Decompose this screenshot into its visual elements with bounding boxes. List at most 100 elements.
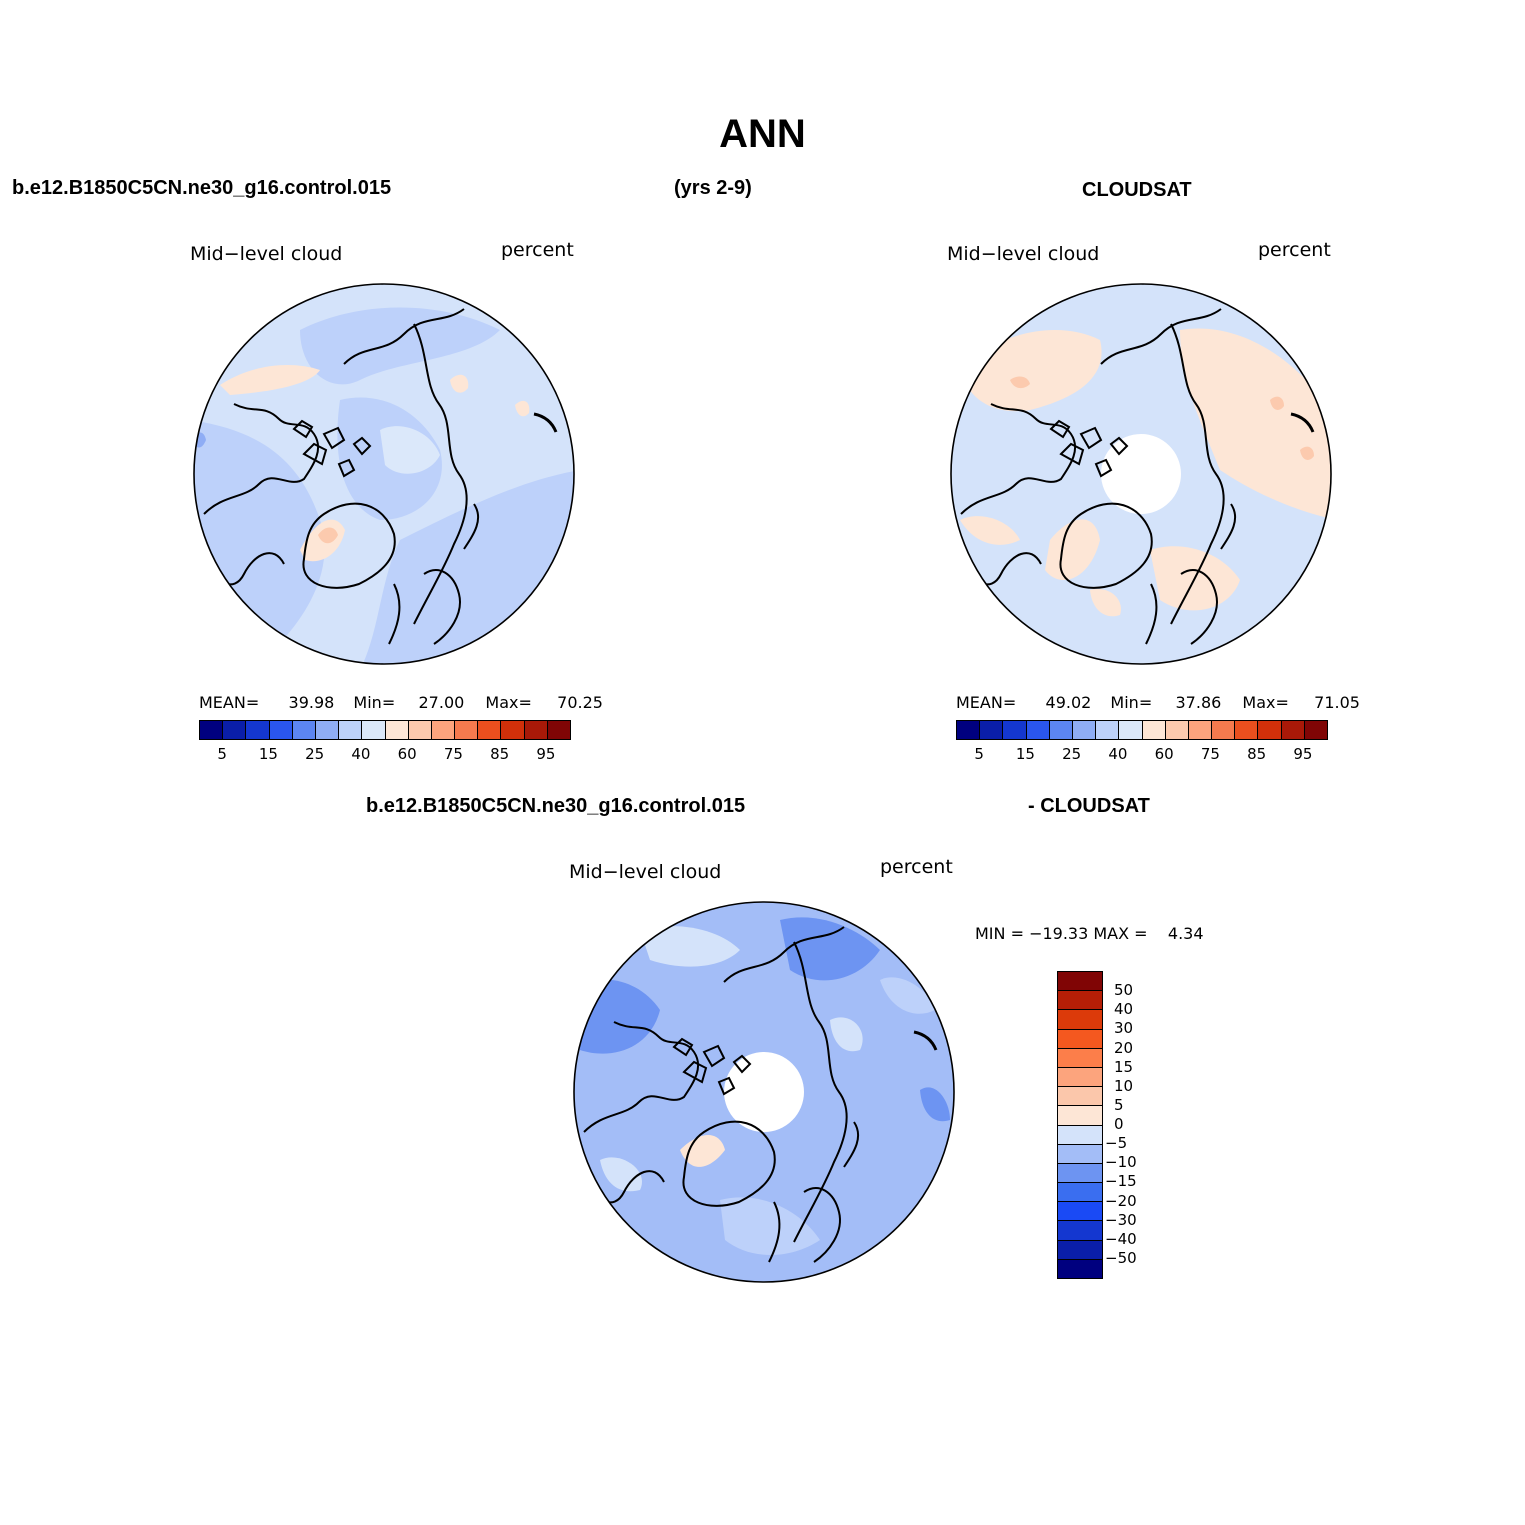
obs-min-value: 37.86 [1175,693,1222,712]
diff-variable-label: Mid−level cloud [569,861,722,883]
obs-colorbar-swatch [957,721,981,739]
model-min-label: Min= [353,693,396,712]
diff-colorbar-swatch [1058,1182,1102,1202]
model-colorbar-tick-label: 85 [490,745,510,763]
model-colorbar-swatch [524,721,548,739]
model-colorbar-swatch [362,721,386,739]
model-colorbar-swatch [385,721,409,739]
diff-map [573,901,955,1283]
model-colorbar-swatch [478,721,502,739]
model-mean-value: 39.98 [288,693,335,712]
model-colorbar-swatch [315,721,340,739]
diff-units-label: percent [880,856,953,878]
model-colorbar-swatch [455,721,479,739]
obs-variable-label: Mid−level cloud [947,243,1100,265]
model-stats: MEAN= 39.98 Min= 27.00 Max= 70.25 [199,693,603,712]
diff-colorbar-tick-label: 50 [1114,981,1134,1000]
diff-colorbar-swatch [1058,1066,1102,1087]
model-colorbar-tick-label: 40 [351,745,371,763]
obs-map [950,283,1332,665]
model-colorbar-swatch [408,721,432,739]
diff-colorbar-swatch [1058,1009,1102,1029]
obs-colorbar-tick-label: 75 [1200,745,1220,763]
diff-colorbar-swatch [1058,1201,1102,1221]
obs-colorbar-swatch [980,721,1004,739]
diff-obs-label: - CLOUDSAT [1028,795,1150,817]
diff-colorbar-tick-label: −20 [1105,1191,1137,1210]
obs-colorbar-swatch [1304,721,1327,739]
diff-colorbar-tick-label: 15 [1114,1057,1134,1076]
model-colorbar-swatch [339,721,363,739]
page-title: ANN [719,112,806,156]
obs-colorbar-swatch [1212,721,1236,739]
model-max-label: Max= [485,693,532,712]
diff-colorbar-swatch [1058,972,1102,991]
obs-colorbar-swatch [1165,721,1189,739]
obs-name-label: CLOUDSAT [1082,179,1192,201]
diff-colorbar-tick-label: −30 [1105,1210,1137,1229]
model-colorbar-swatch [431,721,456,739]
diff-colorbar-swatch [1058,1143,1102,1163]
obs-colorbar-tick-label: 85 [1247,745,1267,763]
obs-max-label: Max= [1242,693,1289,712]
diff-minmax-label: MIN = −19.33 MAX = 4.34 [975,924,1204,943]
model-min-value: 27.00 [418,693,465,712]
obs-colorbar-tick-label: 60 [1154,745,1174,763]
diff-colorbar-swatch [1058,1239,1102,1259]
diff-case-label: b.e12.B1850C5CN.ne30_g16.control.015 [366,795,746,817]
obs-colorbar-swatch [1026,721,1050,739]
model-colorbar-swatch [246,721,270,739]
model-max-value: 70.25 [557,693,603,712]
diff-colorbar-tick-label: 20 [1114,1038,1134,1057]
model-units-label: percent [501,239,574,261]
diff-colorbar-swatch [1058,1258,1102,1278]
diff-colorbar-tick-label: 0 [1114,1115,1124,1133]
diff-colorbar-swatch [1058,1047,1102,1067]
diff-colorbar-swatch [1058,1105,1102,1125]
model-colorbar-tick-label: 60 [397,745,417,763]
obs-colorbar-swatch [1258,721,1282,739]
obs-mean-label: MEAN= [956,693,1017,712]
obs-colorbar-swatch [1096,721,1120,739]
obs-colorbar-tick-label: 15 [1015,745,1035,763]
diff-colorbar-swatch [1058,990,1102,1010]
model-colorbar-swatch [547,721,570,739]
model-colorbar-tick-label: 95 [536,745,556,763]
obs-colorbar-swatch [1003,721,1027,739]
diff-colorbar-tick-label: 10 [1114,1076,1134,1095]
obs-mean-value: 49.02 [1045,693,1092,712]
diff-colorbar-tick-label: 30 [1114,1019,1134,1038]
model-mean-label: MEAN= [199,693,260,712]
model-colorbar-tick-label: 15 [258,745,278,763]
diff-colorbar-swatch [1058,1086,1102,1106]
model-colorbar-swatch [292,721,316,739]
diff-colorbar-swatch [1058,1124,1102,1144]
obs-colorbar-swatch [1049,721,1073,739]
model-colorbar [199,720,571,740]
obs-colorbar-tick-label: 5 [974,745,984,763]
case-name-label: b.e12.B1850C5CN.ne30_g16.control.015 [12,177,392,199]
obs-colorbar [956,720,1328,740]
years-label: (yrs 2-9) [674,177,752,199]
diff-colorbar-tick-label: −5 [1105,1134,1128,1153]
model-colorbar-tick-label: 25 [305,745,325,763]
model-colorbar-swatch [200,721,224,739]
obs-colorbar-tick-label: 25 [1062,745,1082,763]
obs-stats: MEAN= 49.02 Min= 37.86 Max= 71.05 [956,693,1360,712]
model-colorbar-swatch [501,721,525,739]
obs-units-label: percent [1258,239,1331,261]
diff-colorbar-tick-label: 40 [1114,1000,1134,1019]
model-variable-label: Mid−level cloud [190,243,343,265]
obs-colorbar-swatch [1235,721,1259,739]
diff-colorbar-tick-label: −50 [1105,1248,1137,1267]
model-map [193,283,575,665]
model-colorbar-swatch [269,721,293,739]
diff-colorbar-swatch [1058,1162,1102,1183]
diff-colorbar [1057,971,1103,1279]
diff-colorbar-tick-label: −15 [1105,1172,1137,1191]
obs-max-value: 71.05 [1314,693,1360,712]
obs-colorbar-tick-label: 95 [1293,745,1313,763]
model-colorbar-swatch [223,721,247,739]
diff-colorbar-tick-label: 5 [1114,1095,1124,1114]
diff-colorbar-tick-label: −10 [1105,1153,1137,1172]
